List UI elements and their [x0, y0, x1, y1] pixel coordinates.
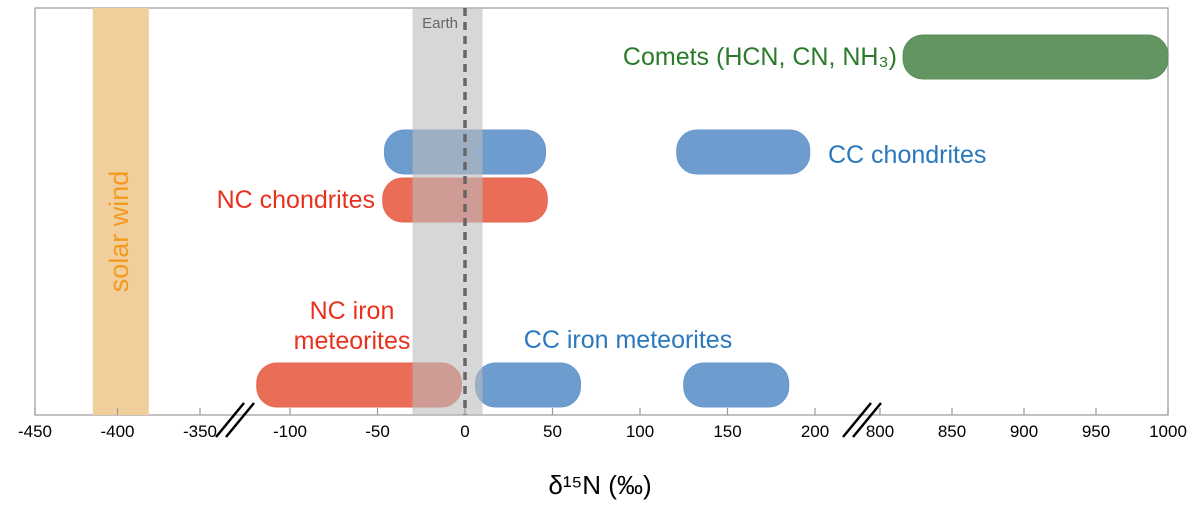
x-tick-label: 1000 [1149, 422, 1187, 441]
axis-break [215, 402, 245, 438]
band-label: Earth [422, 15, 458, 32]
axis-break [842, 402, 872, 438]
x-tick-label: -50 [365, 422, 390, 441]
band-label: solar wind [104, 171, 134, 293]
x-tick-label: -350 [182, 422, 218, 441]
range-bar [475, 362, 581, 408]
x-tick-label: -400 [100, 422, 135, 441]
series-label: NC iron meteorites [293, 297, 411, 355]
x-tick-label: 150 [713, 422, 742, 441]
x-tick-label: 0 [460, 422, 470, 441]
axis-break [225, 402, 255, 438]
x-tick-label: -450 [17, 422, 53, 441]
x-tick-label: 950 [1081, 422, 1111, 441]
series-label: CC iron meteorites [523, 326, 733, 354]
band [412, 8, 483, 415]
x-tick-label: 800 [865, 422, 895, 441]
x-axis-label: δ¹⁵N (‰) [548, 470, 652, 500]
x-tick-label: -100 [272, 422, 308, 441]
x-tick-label: 200 [800, 422, 830, 441]
series-label: NC chondrites [216, 186, 375, 214]
band [92, 8, 149, 415]
plot-frame [34, 7, 1169, 416]
range-bar [902, 34, 1169, 80]
range-bar [676, 129, 811, 175]
axis-break [852, 402, 882, 438]
x-tick-label: 850 [937, 422, 967, 441]
x-tick-label: 50 [543, 422, 562, 441]
x-tick-label: 900 [1009, 422, 1039, 441]
series-label: CC chondrites [828, 141, 987, 169]
x-tick-label: 100 [625, 422, 655, 441]
range-bar [683, 362, 790, 408]
series-label: Comets (HCN, CN, NH₃) [622, 43, 897, 71]
